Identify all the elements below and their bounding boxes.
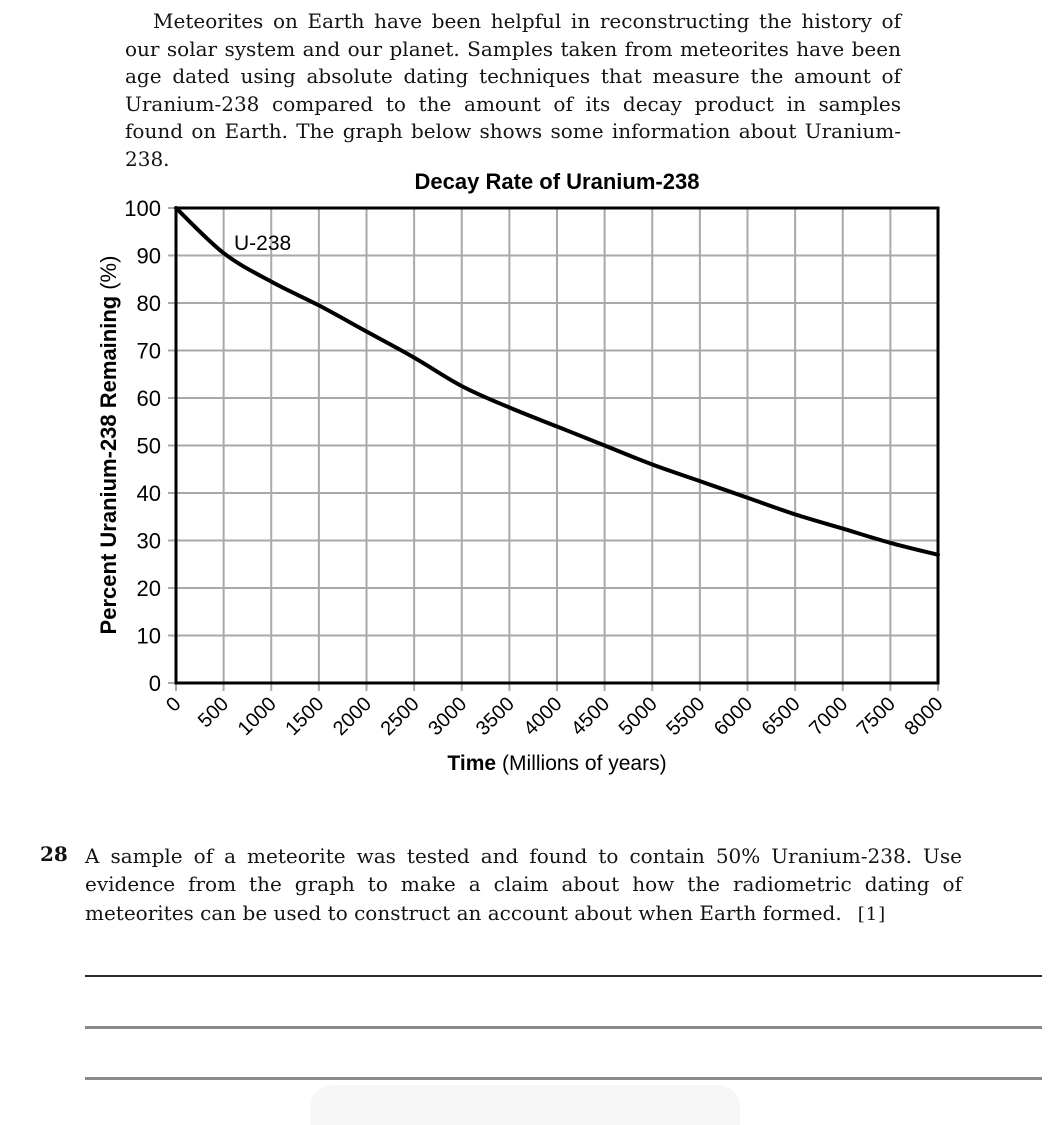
intro-paragraph: Meteorites on Earth have been helpful in…: [125, 9, 901, 171]
svg-text:5500: 5500: [662, 693, 709, 740]
axis-ticks: [168, 207, 939, 691]
svg-text:6500: 6500: [758, 693, 805, 740]
answer-line: [85, 1026, 1042, 1029]
plot-frame: [174, 206, 940, 685]
answer-line: [85, 975, 1042, 977]
y-axis-label: Percent Uranium-238 Remaining (%): [96, 256, 121, 635]
question-text: A sample of a meteorite was tested and f…: [85, 842, 962, 929]
y-axis-label-unit: (%): [96, 256, 121, 290]
svg-text:80: 80: [137, 291, 161, 316]
x-axis-label-bold: Time: [447, 752, 496, 775]
svg-text:100: 100: [124, 196, 161, 221]
svg-text:40: 40: [137, 481, 161, 506]
svg-text:7000: 7000: [805, 693, 852, 740]
svg-text:5000: 5000: [615, 693, 662, 740]
svg-text:20: 20: [137, 576, 161, 601]
svg-text:2000: 2000: [329, 693, 376, 740]
svg-text:3000: 3000: [424, 693, 471, 740]
marks-badge: [1]: [857, 903, 887, 925]
grid-lines: [176, 208, 938, 683]
svg-text:0: 0: [162, 693, 185, 716]
svg-text:8000: 8000: [901, 693, 948, 740]
svg-text:70: 70: [137, 339, 161, 364]
svg-text:6000: 6000: [710, 693, 757, 740]
svg-text:2500: 2500: [377, 693, 424, 740]
svg-text:500: 500: [194, 693, 233, 732]
y-tick-labels: 0 10 20 30 40 50 60 70 80 90 100: [124, 196, 161, 696]
x-axis-label: Time (Millions of years): [447, 752, 666, 775]
svg-text:10: 10: [137, 624, 161, 649]
svg-text:30: 30: [137, 529, 161, 554]
svg-text:0: 0: [149, 671, 161, 696]
svg-text:60: 60: [137, 386, 161, 411]
svg-text:1000: 1000: [234, 693, 281, 740]
decay-chart: Decay Rate of Uranium-238 0 10 20 30 40 50 60 7…: [96, 169, 948, 775]
question-text-body: A sample of a meteorite was tested and f…: [85, 844, 962, 925]
answer-line: [85, 1077, 1042, 1080]
curve-label: U-238: [234, 232, 291, 255]
x-axis-label-unit: (Millions of years): [502, 752, 667, 775]
question-number: 28: [40, 842, 68, 866]
decay-curve: [174, 206, 940, 557]
svg-text:4000: 4000: [520, 693, 567, 740]
svg-text:7500: 7500: [853, 693, 900, 740]
svg-text:3500: 3500: [472, 693, 519, 740]
y-axis-label-bold: Percent Uranium-238 Remaining: [96, 296, 121, 635]
x-tick-labels: 0 500 1000 1500 2000 2500 3000 3500 4000 4500 5000…: [162, 693, 947, 740]
bottom-sheet-handle: [310, 1085, 740, 1125]
svg-text:50: 50: [137, 434, 161, 459]
svg-text:90: 90: [137, 244, 161, 269]
chart-title: Decay Rate of Uranium-238: [415, 169, 700, 194]
svg-text:1500: 1500: [281, 693, 328, 740]
svg-text:4500: 4500: [567, 693, 614, 740]
